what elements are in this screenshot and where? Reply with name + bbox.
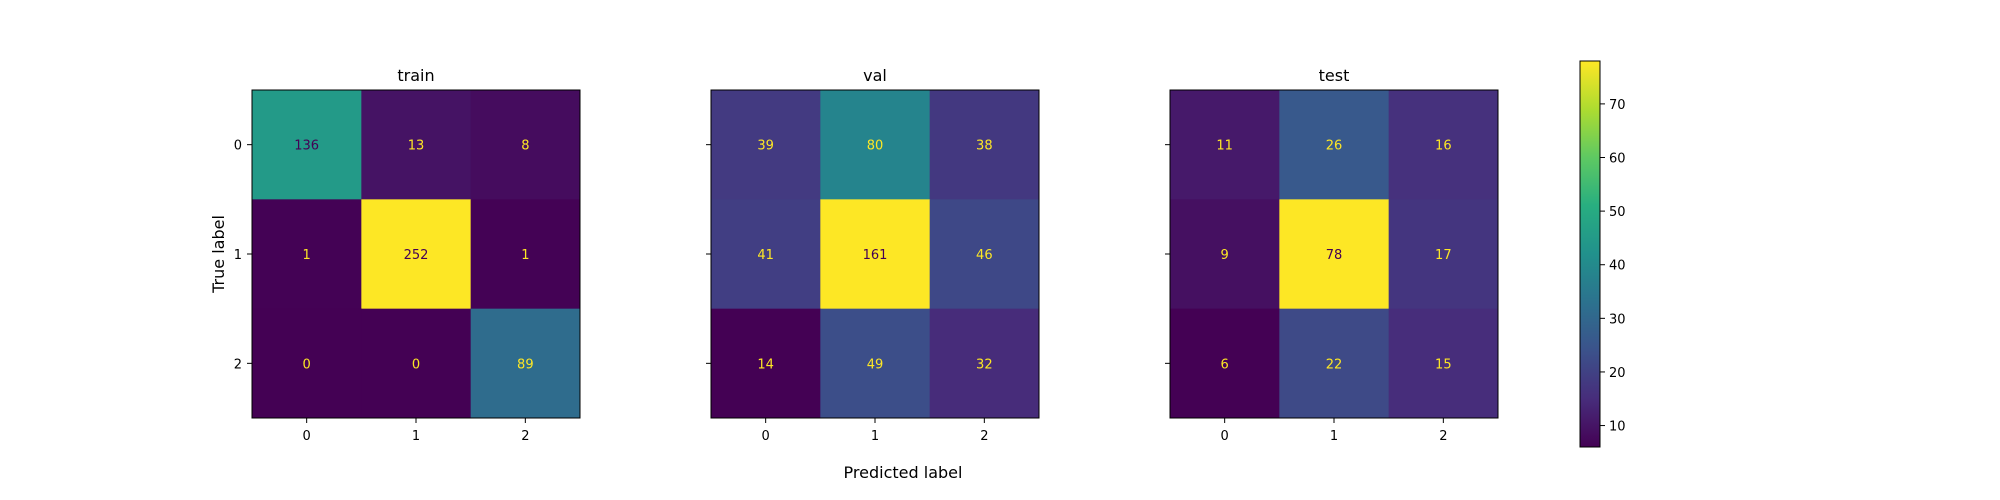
- cell-value: 11: [1216, 139, 1233, 154]
- matrix-cell: [252, 308, 362, 419]
- matrix-cell: [711, 308, 821, 419]
- panel-test: test 11 26 16 9 78 17 6 22 15 0 1 2: [1165, 66, 1499, 444]
- y-tick-label: 1: [234, 248, 242, 263]
- colorbar-tick-label: 40: [1609, 259, 1626, 274]
- cell-value: 161: [863, 248, 888, 263]
- cell-value: 136: [294, 139, 319, 154]
- panel-title: val: [863, 66, 887, 85]
- matrix-cell: [1170, 199, 1280, 310]
- matrix-cell: [929, 308, 1040, 419]
- x-tick-label: 2: [980, 429, 988, 444]
- matrix-cell: [252, 199, 362, 310]
- colorbar-tick-label: 50: [1609, 205, 1626, 220]
- colorbar-gradient: [1579, 60, 1601, 448]
- cell-value: 17: [1435, 248, 1452, 263]
- cell-value: 0: [303, 357, 311, 372]
- panel-train: train 136 13 8 1 252 1 0 0 89 0 1 2 0 1 2: [234, 66, 581, 444]
- panel-title: train: [397, 66, 434, 85]
- x-tick-label: 1: [1330, 429, 1338, 444]
- panel-val: val 39 80 38 41 161 46 14 49 32 0 1 2: [706, 66, 1040, 444]
- cell-value: 38: [976, 139, 993, 154]
- x-axis-label: Predicted label: [844, 463, 963, 482]
- cell-value: 252: [404, 248, 429, 263]
- matrix-cell: [1170, 90, 1280, 200]
- x-tick-label: 0: [1221, 429, 1229, 444]
- cell-value: 15: [1435, 357, 1452, 372]
- matrix-cell: [470, 199, 581, 310]
- cell-value: 1: [521, 248, 529, 263]
- matrix-cell: [252, 90, 362, 200]
- matrix-cell: [470, 90, 581, 200]
- colorbar: 10 20 30 40 50 60 70: [1579, 60, 1626, 448]
- cell-value: 78: [1326, 248, 1343, 263]
- cell-value: 49: [867, 357, 884, 372]
- y-tick-label: 0: [234, 139, 242, 154]
- cell-value: 16: [1435, 139, 1452, 154]
- cell-value: 46: [976, 248, 993, 263]
- colorbar-tick-label: 60: [1609, 152, 1626, 167]
- matrix-cell: [1388, 90, 1499, 200]
- colorbar-tick-label: 20: [1609, 366, 1626, 381]
- matrix-cell: [470, 308, 581, 419]
- matrix-cell: [711, 199, 821, 310]
- cell-value: 0: [412, 357, 420, 372]
- matrix-cell: [1279, 90, 1390, 200]
- y-axis-label: True label: [209, 215, 228, 294]
- matrix-cell: [361, 90, 472, 200]
- cell-value: 39: [757, 139, 774, 154]
- cell-value: 89: [517, 357, 534, 372]
- cell-value: 80: [867, 139, 884, 154]
- cell-value: 14: [757, 357, 774, 372]
- x-tick-label: 2: [1439, 429, 1447, 444]
- x-tick-label: 1: [412, 429, 420, 444]
- matrix-cell: [1170, 308, 1280, 419]
- cell-value: 13: [408, 139, 425, 154]
- y-tick-label: 2: [234, 357, 242, 372]
- cell-value: 41: [757, 248, 774, 263]
- colorbar-tick-label: 10: [1609, 420, 1626, 435]
- matrix-cell: [361, 308, 472, 419]
- x-tick-label: 0: [762, 429, 770, 444]
- cell-value: 32: [976, 357, 993, 372]
- cell-value: 22: [1326, 357, 1343, 372]
- matrix-cell: [820, 308, 931, 419]
- cell-value: 26: [1326, 139, 1343, 154]
- colorbar-tick-label: 30: [1609, 312, 1626, 327]
- matrix-cell: [1279, 199, 1390, 310]
- cell-value: 9: [1221, 248, 1229, 263]
- matrix-cell: [929, 199, 1040, 310]
- matrix-cell: [1388, 308, 1499, 419]
- cell-value: 6: [1221, 357, 1229, 372]
- colorbar-tick-label: 70: [1609, 98, 1626, 113]
- cell-value: 8: [521, 139, 529, 154]
- matrix-cell: [1279, 308, 1390, 419]
- matrix-cell: [820, 90, 931, 200]
- colorbar-ticks: 10 20 30 40 50 60 70: [1600, 98, 1626, 435]
- matrix-cell: [1388, 199, 1499, 310]
- x-tick-label: 2: [521, 429, 529, 444]
- panel-title: test: [1319, 66, 1350, 85]
- matrix-cell: [361, 199, 472, 310]
- x-tick-label: 0: [303, 429, 311, 444]
- matrix-cell: [711, 90, 821, 200]
- x-tick-label: 1: [871, 429, 879, 444]
- matrix-cell: [820, 199, 931, 310]
- matrix-cell: [929, 90, 1040, 200]
- cell-value: 1: [303, 248, 311, 263]
